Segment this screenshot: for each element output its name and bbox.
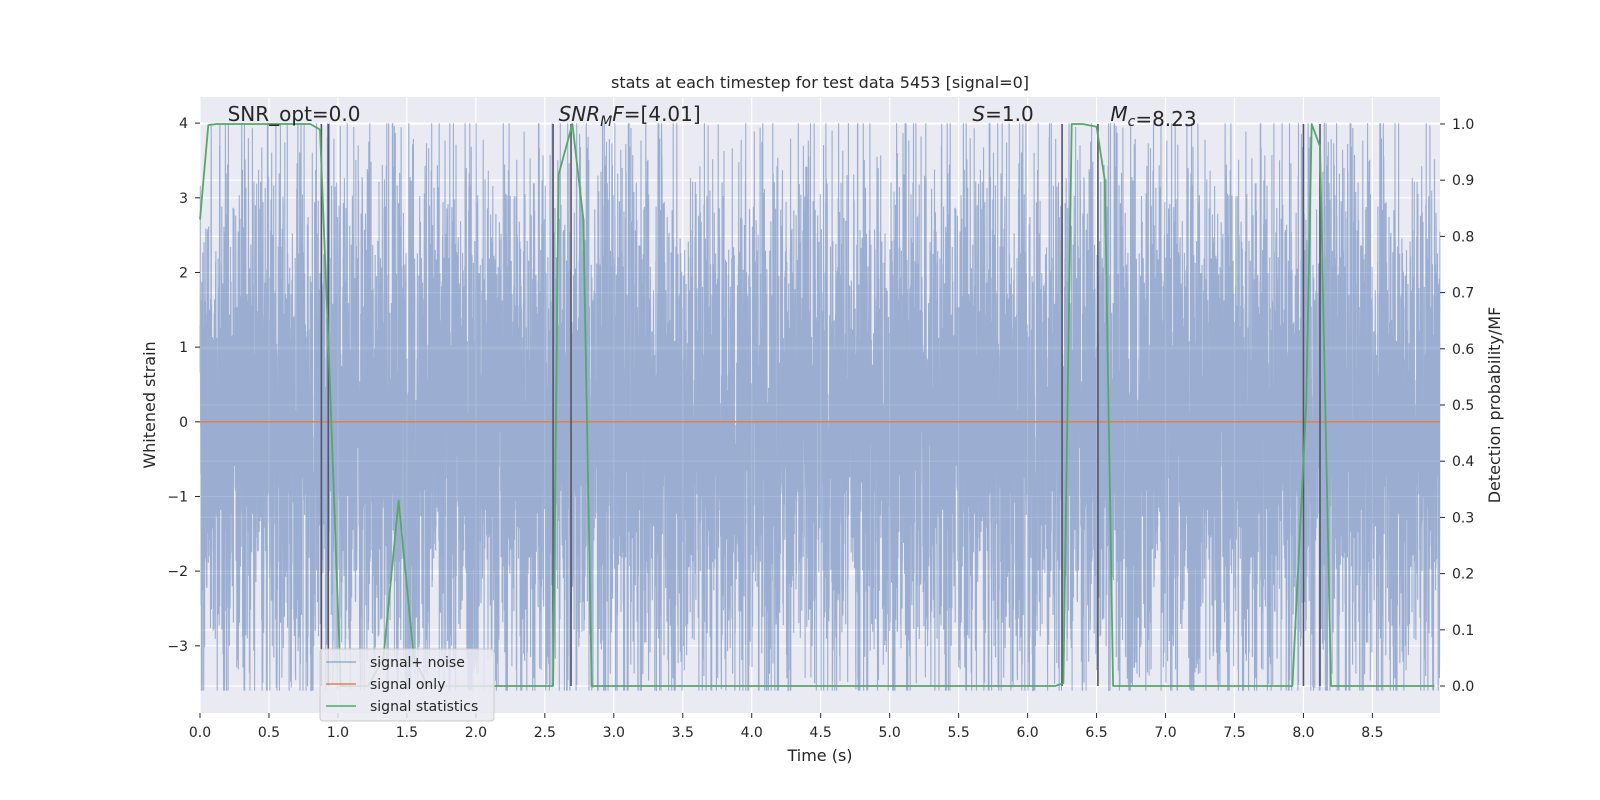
x-axis-ticks: 0.0 0.5 1.0 1.5 2.0 2.5 3.0 3.5 4.0 4.5 5.0 5.5 6.0 6…	[189, 713, 1384, 741]
legend-label-signal-statistics: signal statistics	[370, 699, 478, 715]
x-tick-label: 8.5	[1361, 725, 1383, 741]
x-tick-label: 7.0	[1154, 725, 1176, 741]
y-axis-ticks: 4 3 2 1 0 −1 −2 −3	[167, 116, 200, 655]
annotation-text: S=1.0	[972, 102, 1033, 126]
y-tick-label: −3	[167, 639, 188, 655]
y2-tick-label: 0.9	[1452, 173, 1474, 189]
legend-box	[319, 648, 495, 722]
event-vlines	[320, 123, 1321, 687]
y2-axis-ticks: 1.0 0.9 0.8 0.7 0.6 0.5 0.4 0.3 0.2 0.1 0.0	[1440, 117, 1474, 695]
y-axis-label: Whitened strain	[140, 341, 159, 468]
y2-tick-label: 0.6	[1452, 342, 1474, 358]
annotation-text: Mc=8.23	[1110, 102, 1196, 131]
legend-label-signal-noise: signal+ noise	[370, 655, 465, 671]
y-tick-label: 2	[179, 265, 188, 281]
x-tick-label: 4.0	[741, 725, 763, 741]
signal-statistics-series	[199, 123, 1435, 687]
annotation-text: SNR_opt=0.0	[228, 102, 361, 126]
signal-plus-noise-series	[199, 122, 1441, 692]
y2-tick-label: 0.5	[1452, 398, 1474, 414]
y2-tick-label: 0.1	[1452, 623, 1474, 639]
y-tick-label: 0	[179, 415, 188, 431]
annotation-text: SNRMF=[4.01]	[559, 102, 701, 130]
y-tick-label: 3	[179, 191, 188, 207]
x-tick-label: 2.0	[465, 725, 487, 741]
x-tick-label: 6.0	[1016, 725, 1038, 741]
y-tick-label: 4	[179, 116, 188, 132]
y2-tick-label: 0.0	[1452, 679, 1474, 695]
y-tick-label: −2	[167, 564, 188, 580]
x-tick-label: 4.5	[810, 725, 832, 741]
x-tick-label: 7.5	[1223, 725, 1245, 741]
legend-label-signal-only: signal only	[370, 677, 445, 693]
x-tick-label: 1.0	[327, 725, 349, 741]
annotations: SNR_opt=0.0 SNRMF=[4.01] S=1.0 Mc=8.23	[228, 102, 1197, 131]
x-tick-label: 0.5	[258, 725, 280, 741]
x-axis-label: Time (s)	[786, 746, 852, 765]
x-tick-label: 2.5	[534, 725, 556, 741]
x-tick-label: 5.5	[947, 725, 969, 741]
x-tick-label: 1.5	[396, 725, 418, 741]
y2-tick-label: 0.4	[1452, 454, 1474, 470]
x-tick-label: 3.0	[603, 725, 625, 741]
chart-title: stats at each timestep for test data 545…	[611, 73, 1029, 92]
x-tick-label: 0.0	[189, 725, 211, 741]
x-tick-label: 6.5	[1085, 725, 1107, 741]
signal-plus-noise-line	[199, 122, 1441, 692]
x-tick-label: 5.0	[879, 725, 901, 741]
y2-tick-label: 0.3	[1452, 510, 1474, 526]
x-tick-label: 3.5	[672, 725, 694, 741]
legend: signal+ noise signal only signal statist…	[319, 648, 495, 722]
signal-statistics-line	[199, 123, 1435, 687]
y2-tick-label: 0.8	[1452, 229, 1474, 245]
y2-tick-label: 1.0	[1452, 117, 1474, 133]
y2-tick-label: 0.7	[1452, 286, 1474, 302]
y2-axis-label: Detection probability/MF	[1485, 307, 1504, 504]
y-tick-label: 1	[179, 340, 188, 356]
x-tick-label: 8.0	[1292, 725, 1314, 741]
y2-tick-label: 0.2	[1452, 567, 1474, 583]
y-tick-label: −1	[167, 489, 188, 505]
